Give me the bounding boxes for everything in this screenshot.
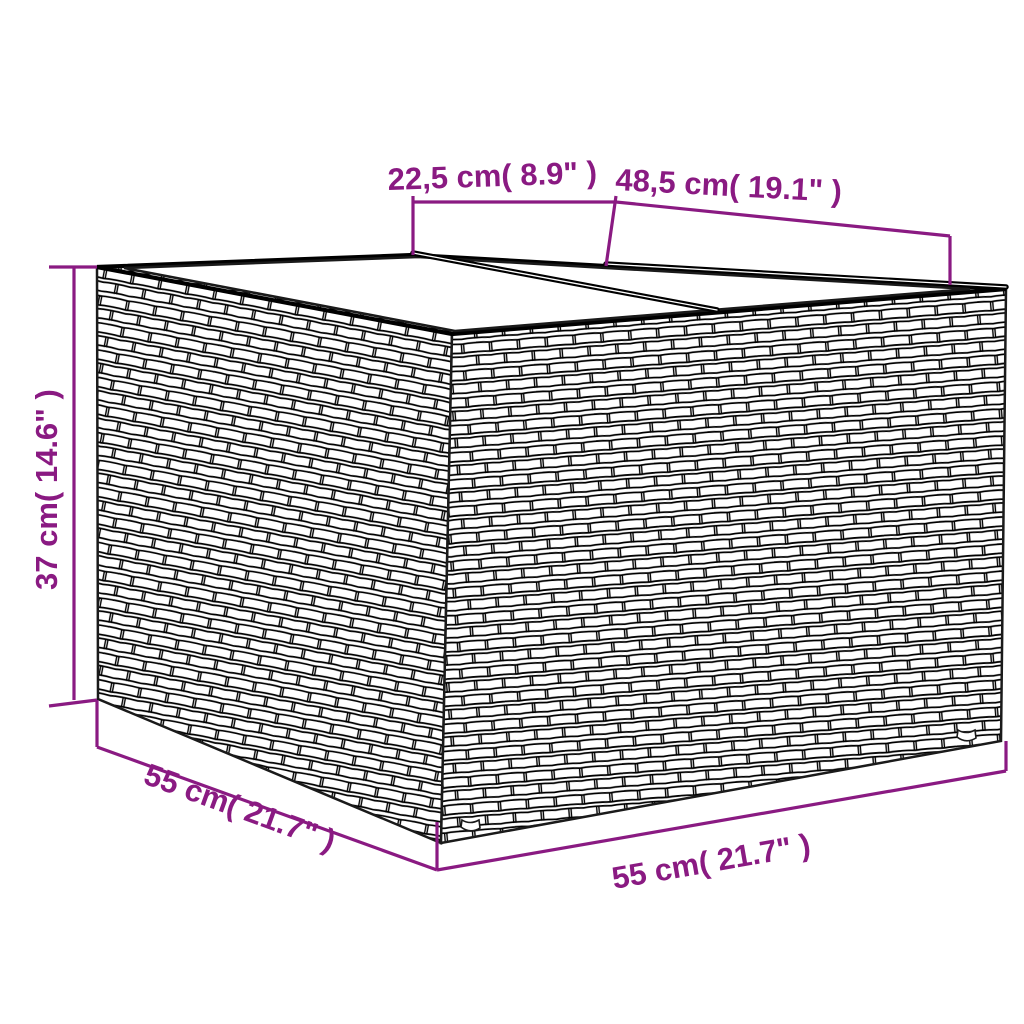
svg-text:37 cm( 14.6" ): 37 cm( 14.6" ) (29, 389, 64, 590)
svg-text:22,5 cm( 8.9" ): 22,5 cm( 8.9" ) (387, 155, 598, 197)
